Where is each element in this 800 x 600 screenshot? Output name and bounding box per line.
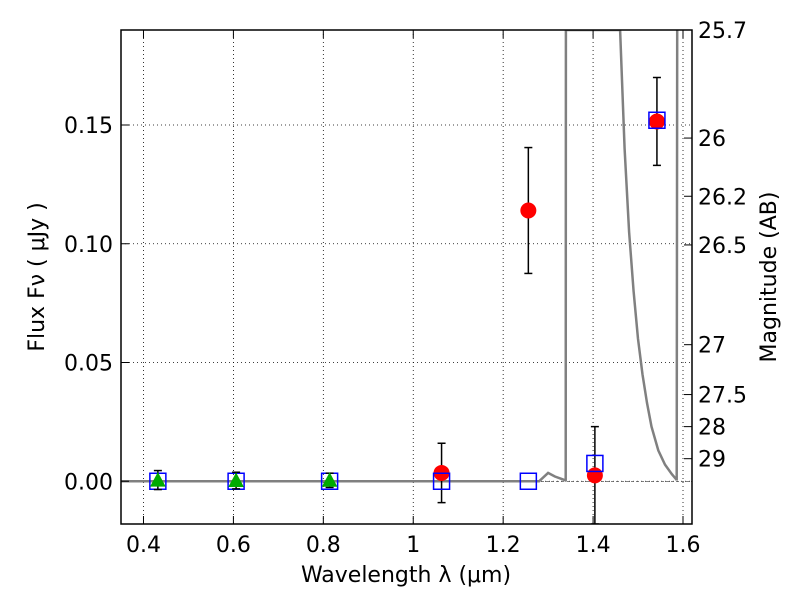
limit-triangle — [150, 472, 166, 487]
data-layer — [121, 30, 692, 524]
grid-layer — [121, 30, 692, 524]
y-tick-label: 0.15 — [64, 114, 113, 139]
right-axis-tick-label: 26 — [698, 127, 726, 152]
x-tick-label: 1.2 — [486, 533, 521, 558]
model-square — [519, 472, 538, 490]
y-tick-label: 0.00 — [64, 470, 113, 495]
x-tick-label: 1 — [406, 533, 420, 558]
y-tick-label: 0.05 — [64, 352, 113, 377]
right-axis-tick-label: 26.5 — [698, 234, 747, 259]
model-square — [432, 472, 451, 490]
x-tick-label: 0.4 — [126, 533, 161, 558]
x-tick-label: 0.8 — [306, 533, 341, 558]
x-tick-label: 0.6 — [216, 533, 251, 558]
limit-triangle — [228, 472, 244, 488]
model-square — [586, 454, 604, 473]
x-axis-label: Wavelength λ (μm) — [301, 563, 511, 588]
label-layer: Wavelength λ (μm) Flux Fν ( μJy ) Magnit… — [25, 192, 782, 588]
x-tick-label: 1.6 — [666, 533, 701, 558]
model-square — [648, 111, 666, 129]
right-axis-tick-label: 29 — [698, 448, 726, 473]
right-axis-tick-label: 26.2 — [698, 185, 747, 210]
right-axis-tick-label: 27.5 — [698, 384, 747, 409]
flux-point — [520, 202, 537, 219]
y-axis-label: Flux Fν ( μJy ) — [25, 202, 50, 351]
y-tick-label: 0.10 — [64, 233, 113, 258]
flux-point — [586, 467, 603, 484]
right-axis-tick-label: 25.7 — [698, 19, 747, 44]
x-tick-label: 1.4 — [576, 533, 611, 558]
spectrum-line — [121, 30, 679, 483]
limit-triangle — [321, 472, 338, 487]
right-axis-tick-label: 27 — [698, 334, 726, 359]
right-axis-tick-label: 28 — [698, 416, 726, 441]
tick-layer: 0.4 0.6 0.8 1 1.2 1.4 1.6 0.00 0.05 0.10 0.15 25.7 2… — [64, 19, 747, 558]
plot-frame — [120, 29, 693, 525]
right-axis-label: Magnitude (AB) — [757, 192, 782, 363]
flux-point — [648, 113, 665, 130]
